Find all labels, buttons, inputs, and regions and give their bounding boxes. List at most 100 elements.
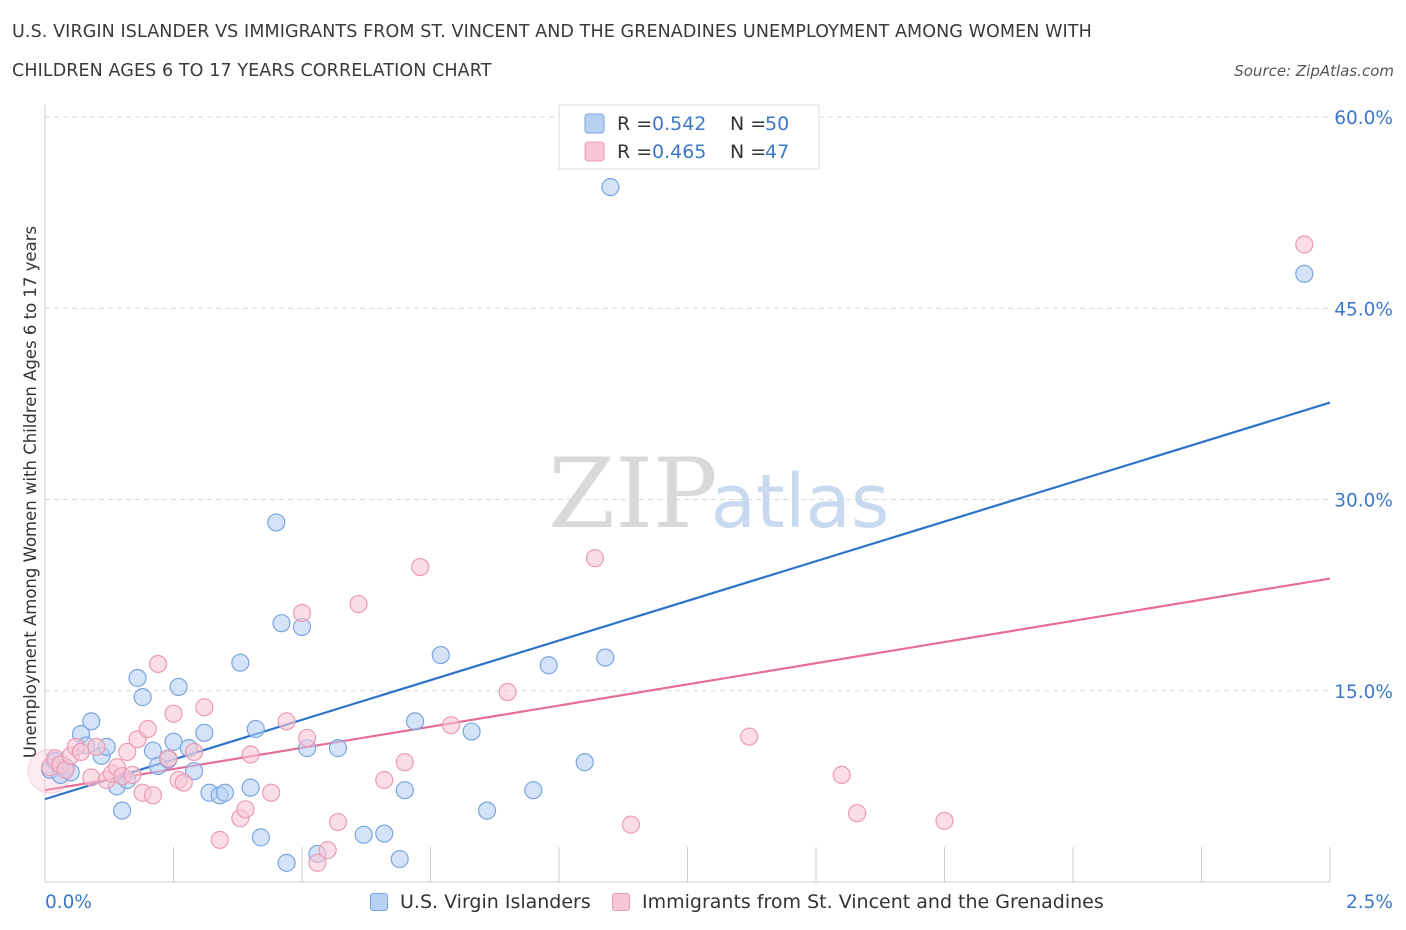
point-st-vincent	[585, 549, 605, 568]
legend-swatch-blue-bottom	[370, 893, 388, 911]
point-st-vincent	[82, 768, 101, 787]
point-virgin-islander	[112, 801, 132, 820]
watermark-atlas: atlas	[711, 459, 890, 545]
chart-title-line-1: U.S. VIRGIN ISLANDER VS IMMIGRANTS FROM …	[12, 22, 1092, 42]
point-virgin-islander	[195, 723, 214, 742]
point-virgin-islander	[375, 824, 394, 843]
legend-item-virgin-islanders: U.S. Virgin Islanders	[370, 890, 591, 914]
point-st-vincent	[318, 841, 337, 860]
point-st-vincent	[441, 716, 461, 735]
y-tick-label: 15.0%	[1334, 682, 1393, 703]
point-virgin-islander	[184, 761, 204, 781]
point-st-vincent	[236, 800, 255, 819]
point-virgin-islander	[1295, 264, 1314, 283]
legend-n-value-1: 50	[765, 113, 789, 135]
point-st-vincent	[159, 749, 178, 768]
point-st-vincent	[1295, 235, 1314, 254]
point-virgin-islander	[277, 853, 296, 872]
point-virgin-islander	[133, 688, 152, 707]
point-st-vincent	[292, 603, 312, 623]
point-st-vincent	[148, 654, 168, 674]
point-st-vincent	[164, 704, 183, 723]
point-st-vincent	[935, 811, 954, 830]
legend-r-label-1: R =	[617, 113, 652, 135]
point-virgin-islander	[405, 712, 425, 731]
point-virgin-islander	[215, 783, 234, 802]
point-st-vincent	[375, 770, 394, 790]
trend-line-st-vincent	[44, 577, 1331, 792]
point-virgin-islander	[601, 178, 620, 197]
point-virgin-islander	[596, 648, 615, 667]
y-tick-label: 45.0%	[1334, 299, 1393, 320]
data-points	[27, 178, 1314, 872]
point-virgin-islander	[354, 825, 373, 844]
point-virgin-islander	[395, 781, 414, 800]
point-st-vincent	[395, 753, 414, 772]
point-st-vincent	[308, 853, 327, 872]
point-virgin-islander	[575, 753, 594, 772]
point-st-vincent	[241, 745, 260, 764]
legend-swatch-blue	[584, 113, 605, 134]
point-virgin-islander	[82, 712, 101, 731]
source-credit: Source: ZipAtlas.com	[1234, 62, 1394, 80]
legend-r-value-2: 0.465	[652, 141, 706, 163]
point-virgin-islander	[539, 656, 558, 675]
x-tick-label: 2.5%	[1346, 892, 1393, 913]
legend-swatch-pink	[584, 141, 605, 162]
point-st-vincent	[498, 682, 517, 702]
point-st-vincent	[138, 719, 157, 739]
correlation-legend: R = 0.542 N = 50 R = 0.465 N = 47	[558, 104, 820, 170]
point-virgin-islander	[431, 645, 450, 665]
point-virgin-islander	[267, 513, 286, 532]
point-st-vincent	[143, 786, 163, 805]
point-st-vincent	[298, 728, 317, 748]
point-st-vincent	[210, 830, 229, 850]
point-virgin-islander	[462, 722, 481, 741]
point-st-vincent	[262, 783, 281, 802]
point-st-vincent	[328, 812, 348, 832]
point-virgin-islander	[390, 849, 409, 869]
y-tick-label: 60.0%	[1334, 108, 1393, 129]
point-virgin-islander	[241, 778, 260, 797]
axes	[44, 105, 1331, 883]
point-st-vincent	[277, 712, 296, 731]
point-st-vincent	[87, 737, 106, 756]
y-tick-label: 30.0%	[1334, 491, 1393, 512]
legend-label-st-vincent: Immigrants from St. Vincent and the Gren…	[642, 891, 1104, 913]
legend-n-label-1: N =	[730, 113, 766, 135]
point-st-vincent	[621, 815, 641, 834]
point-virgin-islander	[272, 614, 291, 633]
x-tick-label: 0.0%	[45, 892, 92, 913]
gridlines	[45, 116, 1330, 692]
point-virgin-islander	[477, 801, 497, 820]
tick-labels: 15.0% 30.0% 45.0% 60.0% 0.0% 2.5%	[45, 108, 1393, 913]
point-virgin-islander	[246, 719, 265, 739]
point-st-vincent	[349, 594, 368, 614]
point-st-vincent	[123, 765, 142, 785]
point-virgin-islander	[128, 668, 147, 688]
point-virgin-islander	[164, 732, 183, 751]
legend-label-virgin-islanders: U.S. Virgin Islanders	[400, 891, 591, 913]
point-st-vincent	[411, 557, 430, 577]
point-st-vincent	[174, 773, 193, 792]
point-virgin-islander	[328, 739, 348, 758]
legend-r-value-1: 0.542	[652, 113, 706, 135]
legend-swatch-pink-bottom	[612, 893, 630, 911]
legend-n-label-2: N =	[730, 141, 766, 163]
watermark: ZIP atlas	[548, 438, 889, 550]
point-virgin-islander	[251, 828, 270, 847]
point-st-vincent	[832, 765, 851, 785]
point-st-vincent	[118, 742, 137, 762]
y-axis-label: Unemployment Among Women with Children A…	[21, 226, 40, 758]
point-virgin-islander	[143, 741, 163, 760]
point-st-vincent	[740, 727, 759, 746]
legend-item-st-vincent: Immigrants from St. Vincent and the Gren…	[612, 890, 1104, 914]
point-virgin-islander	[231, 653, 250, 672]
point-st-vincent	[195, 698, 214, 717]
watermark-zip: ZIP	[548, 438, 717, 550]
point-virgin-islander	[169, 677, 188, 697]
point-virgin-islander	[524, 781, 543, 800]
point-st-vincent	[184, 742, 204, 762]
point-st-vincent	[848, 804, 867, 823]
